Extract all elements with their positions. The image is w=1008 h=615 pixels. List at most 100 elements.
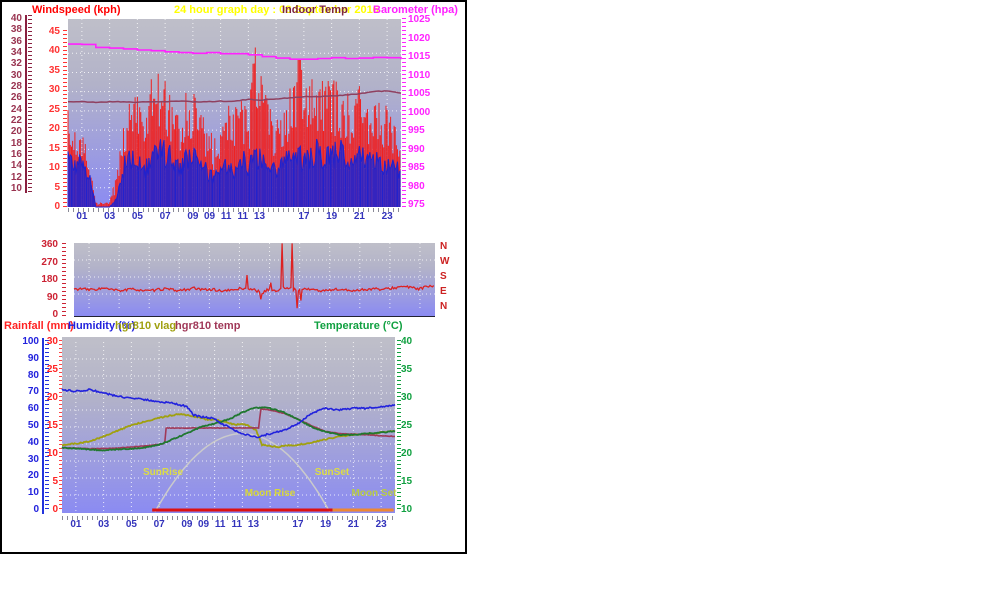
x-axis-label: 01	[76, 211, 88, 222]
axis-tick-label: 0	[33, 504, 39, 515]
axis-tick-label: 40	[27, 436, 39, 448]
axis-tick-label: 30	[27, 453, 39, 465]
axis-tick-label: 30	[46, 336, 58, 347]
x-axis-label: 03	[98, 519, 110, 530]
x-axis-label: 11	[237, 211, 249, 222]
rainfall-label: Rainfall (mm)	[4, 320, 74, 332]
axis-tick-label: 5	[52, 476, 58, 487]
axis-tick-label: 180	[41, 274, 58, 285]
windspeed-axis-ticks	[63, 30, 67, 210]
compass-letter: N	[440, 241, 448, 252]
axis-tick-label: 270	[41, 256, 58, 268]
axis-tick-label: 10	[27, 487, 39, 499]
indoor-temp-line	[68, 90, 402, 104]
x-axis-label: 11	[231, 519, 243, 530]
axis-tick-label: 25	[46, 364, 58, 375]
axis-tick-label: 15	[48, 142, 60, 154]
axis-tick-label: 24	[10, 103, 22, 115]
weather-graph-window: Windspeed (kph) 24 hour graph day : 08 S…	[0, 0, 467, 554]
x-axis-label: 09	[187, 211, 199, 222]
humidity-axis-ticks	[45, 340, 49, 512]
humidity-label: Humidity (%)	[68, 320, 136, 332]
axis-tick-label: 995	[408, 125, 425, 136]
axis-tick-label: 32	[10, 58, 22, 70]
axis-tick-label: 0	[54, 201, 60, 212]
axis-tick-label: 30	[10, 69, 22, 81]
temperature-line	[61, 406, 396, 452]
x-axis-label: 21	[353, 211, 365, 222]
axis-tick-label: 80	[27, 369, 39, 381]
axis-tick-label: 10	[10, 183, 22, 194]
axis-tick-label: 25	[401, 420, 413, 431]
axis-tick-label: 18	[10, 137, 22, 149]
hgr810-vlag-line	[62, 412, 396, 449]
axis-tick-label: 90	[46, 291, 58, 303]
graph-title: 24 hour graph day : 08 September 2016	[174, 4, 379, 16]
axis-tick-label: 14	[10, 160, 22, 172]
barometer-line	[68, 43, 402, 60]
axis-tick-label: 70	[27, 386, 39, 398]
x-axis-label: 23	[381, 211, 393, 222]
axis-tick-label: 20	[10, 126, 22, 138]
axis-tick-label: 10	[401, 504, 413, 515]
compass-letter: N	[440, 301, 448, 312]
p3-x-axis-ticks	[62, 516, 395, 520]
humidity-axis-line	[42, 338, 44, 514]
compass-letter: W	[440, 256, 450, 267]
x-axis-label: 07	[159, 211, 171, 222]
x-axis-label: 17	[298, 211, 310, 222]
hgr810-temp-line	[61, 408, 395, 450]
axis-tick-label: 15	[401, 476, 413, 487]
axis-tick-label: 985	[408, 162, 425, 173]
windspeed-barometer-plot	[67, 19, 402, 208]
axis-tick-label: 360	[41, 239, 58, 250]
temperature-label: Temperature (°C)	[314, 320, 403, 332]
x-axis-label: 09	[203, 211, 216, 222]
axis-tick-label: 30	[48, 84, 60, 96]
wind-direction-plot	[73, 243, 435, 311]
hgr810-temp-label: hgr810 temp	[175, 320, 241, 332]
axis-tick-label: 40	[48, 45, 60, 57]
x-axis-label: 01	[70, 519, 82, 530]
axis-tick-label: 10	[46, 448, 58, 459]
x-axis-label: 13	[253, 211, 266, 222]
wind-direction-plot-background	[74, 243, 435, 317]
axis-tick-label: 36	[10, 35, 22, 47]
rain-humidity-plot-background	[62, 337, 395, 513]
axis-tick-label: 22	[10, 115, 22, 126]
axis-tick-label: 1000	[408, 106, 431, 118]
axis-tick-label: 1020	[408, 32, 431, 44]
indoor-temp-axis-line	[25, 15, 27, 193]
axis-tick-label: 26	[10, 92, 22, 104]
axis-tick-label: 975	[408, 199, 425, 210]
x-axis-label: 19	[326, 211, 338, 222]
axis-tick-label: 34	[10, 47, 22, 58]
indoor-temp-overlay-label: Indoor Temp	[282, 4, 348, 16]
wind-direction-line	[73, 243, 435, 309]
axis-tick-label: 35	[401, 364, 413, 375]
sunset-annotation: SunSet	[314, 467, 350, 478]
wind-direction-axis-ticks	[62, 243, 66, 317]
hgr810-vlag-label: hgr810 vlag	[115, 320, 177, 332]
axis-tick-label: 1010	[408, 69, 431, 81]
axis-tick-label: 5	[54, 181, 60, 193]
axis-tick-label: 12	[10, 171, 22, 183]
x-axis-label: 11	[214, 519, 226, 530]
windspeed-label: Windspeed (kph)	[32, 4, 121, 16]
sunrise-annotation: SunRise	[142, 467, 184, 478]
axis-tick-label: 990	[408, 143, 425, 155]
temperature-axis-ticks	[397, 340, 401, 512]
avg-wind-bars	[67, 139, 401, 207]
x-axis-label: 09	[181, 519, 193, 530]
axis-tick-label: 20	[401, 448, 413, 459]
axis-tick-label: 0	[52, 309, 58, 320]
panel-rain-humidity-temp: Rainfall (mm) Humidity (%) hgr810 vlag h…	[2, 320, 465, 535]
x-axis-label: 23	[375, 519, 387, 530]
axis-tick-label: 100	[22, 336, 39, 347]
axis-tick-label: 30	[401, 392, 413, 403]
panel-windspeed-barometer: Windspeed (kph) 24 hour graph day : 08 S…	[2, 2, 465, 240]
x-axis-label: 09	[197, 519, 210, 530]
axis-tick-label: 16	[10, 149, 22, 160]
avg-wind-line	[67, 138, 401, 208]
